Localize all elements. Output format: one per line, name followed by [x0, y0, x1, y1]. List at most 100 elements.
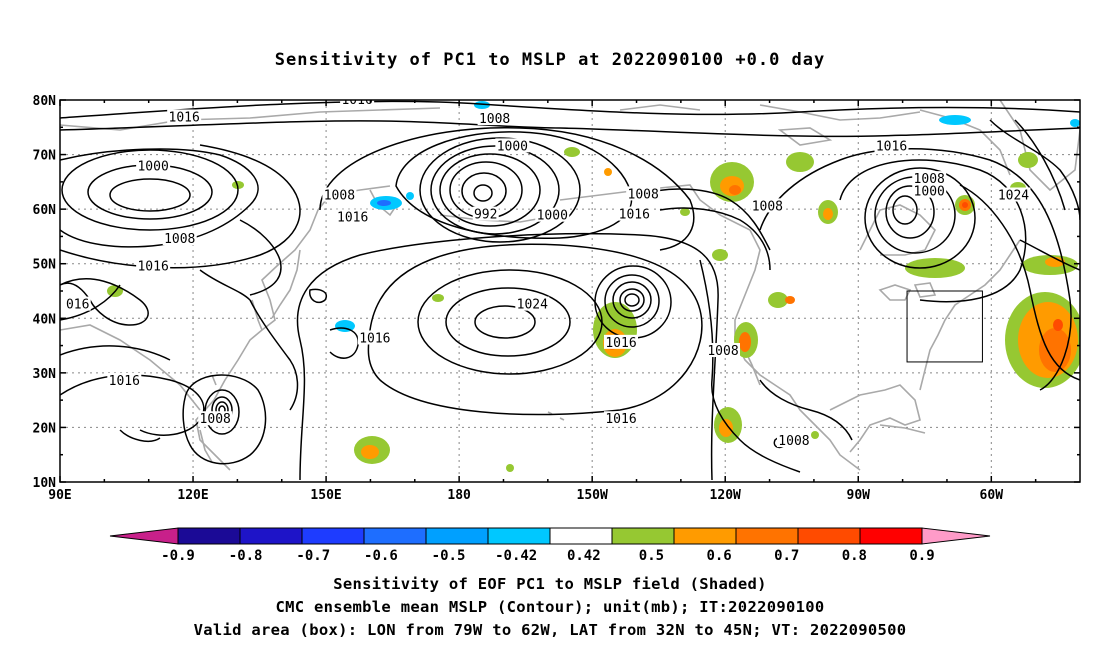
colorbar-label: -0.42	[495, 548, 537, 564]
contour-label-bg	[535, 207, 570, 222]
lat-label: 30N	[33, 367, 57, 382]
caption-line-3: Valid area (box): LON from 79W to 62W, L…	[193, 621, 907, 639]
colorbar-label: 0.5	[639, 548, 664, 564]
contour-label-bg	[706, 343, 740, 358]
lon-label: 120W	[710, 488, 741, 503]
lat-label: 50N	[33, 258, 57, 273]
contour-label: 1008	[164, 232, 195, 247]
colorbar-segment	[735, 527, 799, 545]
contour-label: 1016	[137, 259, 168, 274]
contour-label-bg	[477, 111, 512, 126]
colorbar-segment	[797, 527, 861, 545]
colorbar-segment	[611, 527, 675, 545]
contour-label: 1016	[109, 374, 140, 389]
contour-label: 1016	[876, 139, 907, 154]
lon-label: 120E	[177, 488, 208, 503]
colorbar-label: 0.42	[567, 548, 601, 564]
colorbar-label: 0.8	[842, 548, 867, 564]
colorbar-low-triangle	[109, 527, 179, 545]
contour-label: 1016	[341, 93, 372, 108]
colorbar-segment	[859, 527, 923, 545]
lon-label: 60W	[980, 488, 1004, 503]
contour-label-bg	[472, 206, 499, 221]
contour-label-bg	[996, 187, 1031, 202]
colorbar-label: -0.6	[364, 548, 398, 564]
lon-label: 90E	[48, 488, 71, 503]
contour-label-bg	[874, 138, 909, 153]
colorbar-segment	[487, 527, 551, 545]
contour-label: 1016	[169, 110, 200, 125]
contour-label-bg	[357, 330, 392, 345]
contour-label-bg	[167, 109, 202, 124]
contour-label-bg	[322, 187, 357, 202]
mslp-contours	[60, 100, 1080, 481]
contour-label-bg	[626, 186, 661, 201]
colorbar: -0.9 -0.8 -0.7 -0.6 -0.5 -0.42 0.42 0.5 0.6 0.7 0.…	[109, 527, 991, 564]
contour-label: 1016	[359, 331, 390, 346]
contour-label: 1016	[337, 210, 368, 225]
colorbar-label: 0.9	[909, 548, 934, 564]
contour-label-bg	[776, 433, 811, 448]
colorbar-segment	[425, 527, 489, 545]
colorbar-label: -0.8	[229, 548, 263, 564]
lon-label: 150W	[577, 488, 608, 503]
contour-label: 1000	[914, 185, 945, 200]
contour-label-bg	[136, 258, 171, 273]
lon-label: 180	[447, 488, 471, 503]
contour-label: 1024	[517, 298, 548, 313]
contour-label-bg	[515, 296, 550, 311]
colorbar-high-triangle	[921, 527, 991, 545]
contour-label-bg	[604, 334, 638, 349]
contour-label: 1000	[497, 139, 528, 154]
lat-label: 70N	[33, 149, 57, 164]
map-title: Sensitivity of PC1 to MSLP at 2022090100…	[274, 50, 826, 70]
contour-label-bg	[335, 209, 370, 224]
contour-label: 1000	[137, 160, 168, 175]
contour-label: 1008	[479, 112, 510, 127]
contour-label-bg	[617, 206, 652, 221]
contour-label-bg	[912, 171, 947, 186]
colorbar-segment	[363, 527, 427, 545]
colorbar-segment	[239, 527, 303, 545]
axis-ticks	[59, 99, 1080, 483]
colorbar-label: 0.6	[706, 548, 731, 564]
contour-label: 016	[66, 298, 89, 313]
colorbar-label: -0.5	[432, 548, 466, 564]
contour-label: 1016	[605, 336, 636, 351]
contour-label-bg	[604, 411, 638, 426]
contour-label-bg	[750, 198, 785, 213]
colorbar-label: -0.7	[296, 548, 330, 564]
colorbar-label: 0.7	[774, 548, 799, 564]
contour-label-bg	[107, 373, 142, 388]
contour-label-bg	[198, 411, 233, 426]
contour-label: 1016	[605, 412, 636, 427]
contour-label: 1008	[628, 187, 659, 202]
colorbar-segment	[549, 527, 613, 545]
contour-label-bg	[495, 138, 530, 153]
colorbar-segment	[177, 527, 241, 545]
valid-area-box	[906, 290, 983, 363]
caption-line-2: CMC ensemble mean MSLP (Contour); unit(m…	[275, 598, 825, 616]
lat-label: 20N	[33, 421, 57, 436]
caption-line-1: Sensitivity of EOF PC1 to MSLP field (Sh…	[333, 575, 767, 593]
contour-label-bg	[136, 158, 171, 173]
contour-label: 992	[474, 208, 497, 223]
contour-label: 1016	[619, 208, 650, 223]
contour-label: 1008	[324, 189, 355, 204]
contour-label-bg	[162, 231, 197, 246]
contour-label: 1008	[752, 199, 783, 214]
colorbar-segment	[301, 527, 365, 545]
contour-label-bg	[340, 100, 375, 106]
contour-label-bg	[64, 296, 91, 311]
lat-label: 80N	[33, 94, 57, 109]
contour-label-bg	[912, 183, 947, 198]
lon-label: 90W	[847, 488, 871, 503]
contour-label: 1024	[998, 189, 1029, 204]
lon-label: 150E	[310, 488, 341, 503]
lat-label: 40N	[33, 312, 57, 327]
contour-label: 1008	[707, 344, 738, 359]
lat-label: 10N	[33, 476, 57, 491]
colorbar-segment	[673, 527, 737, 545]
